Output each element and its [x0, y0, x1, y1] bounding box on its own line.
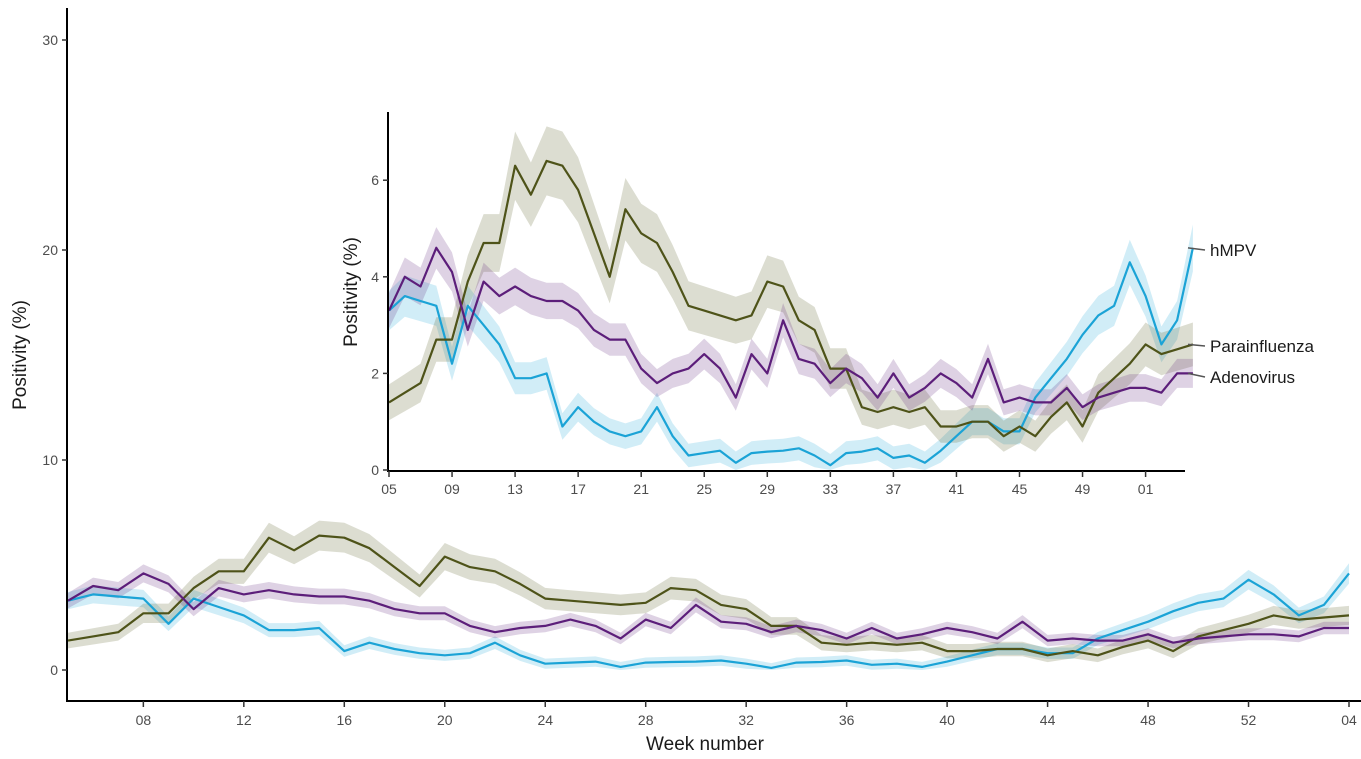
inset-x-tick-label: 45 — [1012, 481, 1028, 497]
inset-series-lines — [388, 159, 1194, 467]
inset-x-tick-label: 21 — [633, 481, 649, 497]
main-x-tick-label: 44 — [1040, 712, 1056, 728]
main-x-tick-label: 12 — [236, 712, 252, 728]
main-x-tick-label: 32 — [738, 712, 754, 728]
series-label-parainfluenza: Parainfluenza — [1210, 337, 1315, 356]
main-x-tick-label: 08 — [136, 712, 152, 728]
inset-x-tick-label: 29 — [760, 481, 776, 497]
main-x-tick-label: 28 — [638, 712, 654, 728]
series-label-leader — [1187, 247, 1206, 251]
main-x-tick-label: 04 — [1341, 712, 1357, 728]
main-x-tick-label: 24 — [537, 712, 553, 728]
main-x-axis-title: Week number — [646, 734, 765, 754]
main-y-ticks: 0 10 20 30 — [42, 32, 67, 678]
main-x-tick-label: 20 — [437, 712, 453, 728]
inset-panel: 0 2 4 6 05 09 13 17 21 25 29 33 37 41 45 49 01 Positivi… — [341, 112, 1315, 497]
inset-x-tick-label: 33 — [823, 481, 839, 497]
series-label-adenovirus: Adenovirus — [1210, 368, 1295, 387]
main-line-hmpv — [67, 572, 1350, 669]
inset-line-adenovirus — [388, 246, 1193, 409]
inset-x-tick-label: 37 — [886, 481, 902, 497]
series-label-leader — [1187, 372, 1206, 378]
inset-line-hmpv — [388, 247, 1194, 467]
inset-x-ticks: 05 09 13 17 21 25 29 33 37 41 45 49 01 — [381, 471, 1154, 497]
main-x-tick-label: 40 — [939, 712, 955, 728]
inset-x-tick-label: 09 — [444, 481, 460, 497]
inset-x-tick-label: 41 — [949, 481, 965, 497]
inset-x-tick-label: 25 — [696, 481, 712, 497]
main-band-adenovirus — [68, 564, 1349, 649]
main-x-tick-label: 52 — [1241, 712, 1257, 728]
inset-y-tick-label: 2 — [371, 365, 379, 381]
main-y-axis-title: Positivity (%) — [10, 300, 31, 410]
inset-band-hmpv — [389, 224, 1193, 470]
inset-x-tick-label: 05 — [381, 481, 397, 497]
main-x-tick-label: 36 — [839, 712, 855, 728]
main-y-tick-label: 20 — [42, 242, 58, 258]
inset-x-tick-label: 13 — [507, 481, 523, 497]
inset-line-parainfluenza — [388, 159, 1194, 438]
main-y-tick-label: 30 — [42, 32, 58, 48]
inset-y-tick-label: 4 — [371, 269, 379, 285]
inset-confidence-bands — [389, 126, 1193, 470]
inset-y-tick-label: 6 — [371, 172, 379, 188]
inset-y-ticks: 0 2 4 6 — [371, 172, 388, 478]
main-x-tick-label: 48 — [1140, 712, 1156, 728]
main-band-parainfluenza — [68, 520, 1349, 663]
main-series-lines — [67, 534, 1350, 669]
main-y-tick-label: 10 — [42, 452, 58, 468]
inset-y-axis-title: Positivity (%) — [341, 237, 362, 347]
main-line-adenovirus — [67, 572, 1349, 644]
inset-x-tick-label: 17 — [570, 481, 586, 497]
inset-band-parainfluenza — [389, 126, 1193, 452]
main-y-tick-label: 0 — [50, 662, 58, 678]
main-x-ticks: 08 12 16 20 24 28 32 36 40 44 48 52 04 — [136, 701, 1357, 728]
inset-x-tick-label: 01 — [1138, 481, 1154, 497]
inset-y-tick-label: 0 — [371, 462, 379, 478]
inset-x-tick-label: 49 — [1075, 481, 1091, 497]
inset-band-adenovirus — [389, 227, 1193, 420]
series-label-hmpv: hMPV — [1210, 241, 1257, 260]
main-confidence-bands — [68, 520, 1349, 670]
main-band-hmpv — [68, 563, 1349, 670]
inset-series-labels: hMPV Parainfluenza Adenovirus — [1187, 241, 1315, 387]
main-line-parainfluenza — [67, 534, 1350, 657]
series-label-leader — [1187, 343, 1206, 347]
main-x-tick-label: 16 — [337, 712, 353, 728]
